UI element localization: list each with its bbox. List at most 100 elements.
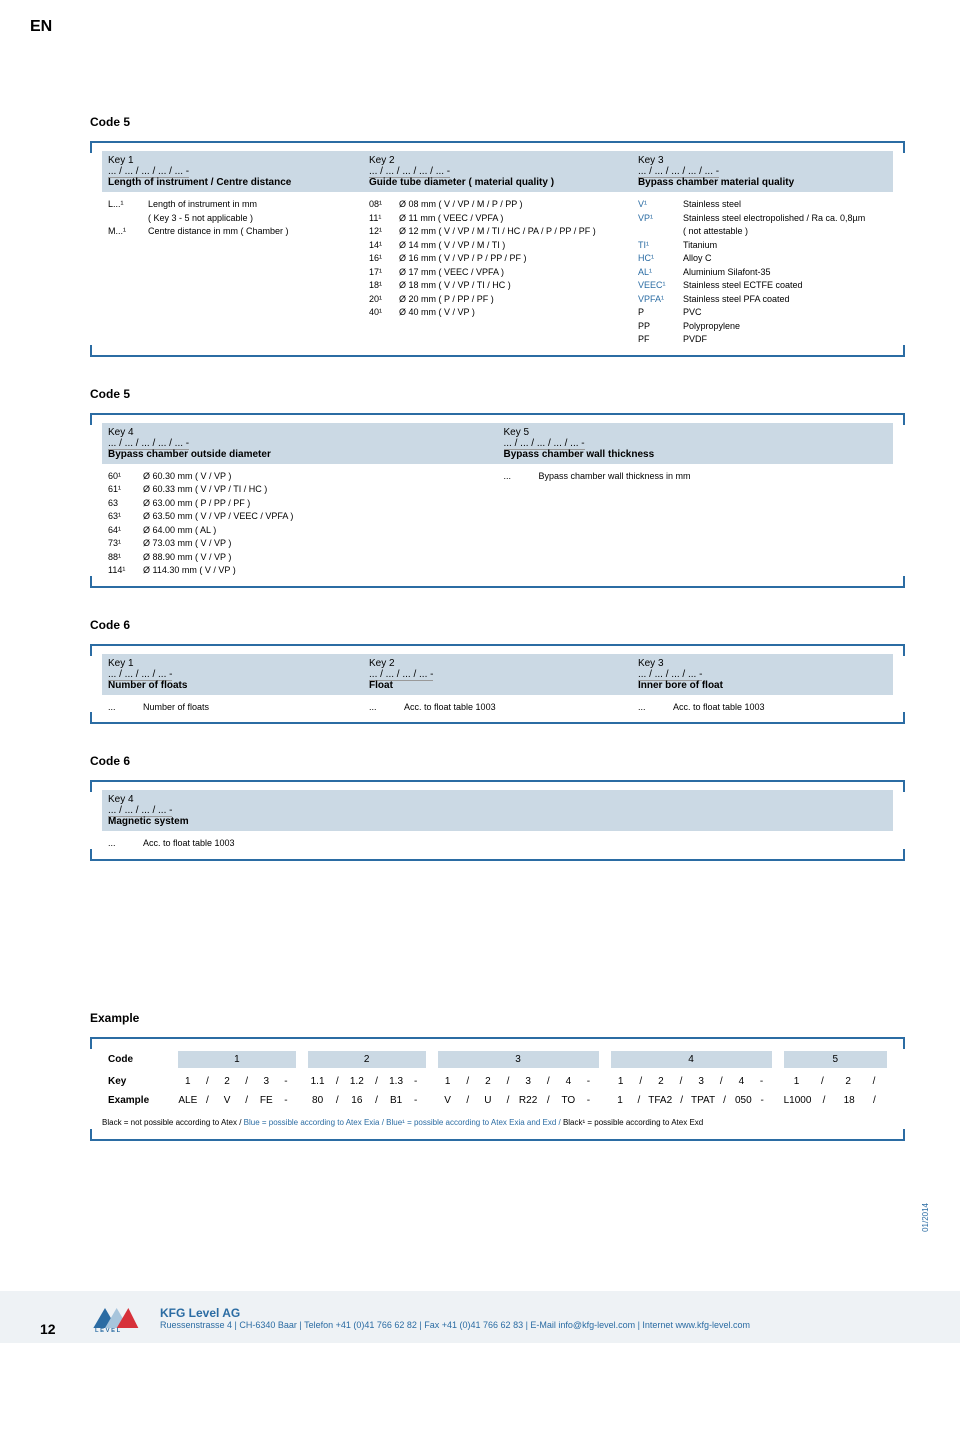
ex-token: 1 <box>438 1076 458 1087</box>
example-legend: Black = not possible according to Atex /… <box>102 1118 893 1127</box>
code: M...¹ <box>108 225 148 239</box>
ex-code-cell: 2 <box>308 1051 426 1068</box>
txt: Ø 18 mm ( V / VP / TI / HC ) <box>399 279 511 293</box>
code: PF <box>638 333 683 347</box>
ex-token: / <box>538 1076 558 1087</box>
page-number: 12 <box>40 1321 56 1337</box>
ex-token: 1.2 <box>347 1076 367 1087</box>
txt: ( not attestable ) <box>683 225 748 239</box>
ex-code-cell: 5 <box>784 1051 887 1068</box>
ex-token: U <box>478 1095 498 1106</box>
ex-label-code: Code <box>102 1054 172 1065</box>
ex-token: - <box>753 1095 772 1106</box>
ex-token: / <box>367 1076 387 1087</box>
txt: Ø 64.00 mm ( AL ) <box>143 524 216 538</box>
ex-token: 1 <box>784 1076 810 1087</box>
hdr-title: Magnetic system <box>108 816 887 827</box>
code: 40¹ <box>369 306 399 320</box>
ex-token: 4 <box>731 1076 751 1087</box>
code6b-block: Key 4... / ... / ... / ... -Magnetic sys… <box>90 780 905 861</box>
hdr: Key 4 <box>108 427 492 438</box>
code: 73¹ <box>108 537 143 551</box>
section-title-code5a: Code 5 <box>90 115 905 129</box>
txt: ( Key 3 - 5 not applicable ) <box>148 212 253 226</box>
ex-token: TFA2 <box>648 1095 672 1106</box>
ex-token: 2 <box>478 1076 498 1087</box>
ex-token: - <box>578 1095 598 1106</box>
ex-token: / <box>237 1076 257 1087</box>
hdr-path: ... / ... / ... / ... - <box>108 805 887 816</box>
ex-token: 4 <box>558 1076 578 1087</box>
hdr: Key 1 <box>108 155 357 166</box>
ex-token: 3 <box>691 1076 711 1087</box>
code <box>108 212 148 226</box>
ex-label-key: Key <box>102 1076 172 1087</box>
section-title-example: Example <box>90 1011 905 1025</box>
ex-token: 18 <box>837 1095 862 1106</box>
hdr-path: ... / ... / ... / ... - <box>108 669 357 680</box>
ex-token: 1.1 <box>308 1076 328 1087</box>
code: 17¹ <box>369 266 399 280</box>
code: 114¹ <box>108 564 143 578</box>
print-date: 01/2014 <box>921 1203 930 1232</box>
ex-token: / <box>631 1076 651 1087</box>
txt: Ø 11 mm ( VEEC / VPFA ) <box>399 212 503 226</box>
hdr: Key 5 <box>504 427 888 438</box>
section-title-code6b: Code 6 <box>90 754 905 768</box>
ex-token: 2 <box>217 1076 237 1087</box>
code: V¹ <box>638 198 683 212</box>
code: AL¹ <box>638 266 683 280</box>
hdr-title: Number of floats <box>108 680 357 691</box>
code: ... <box>638 701 673 715</box>
txt: Alloy C <box>683 252 712 266</box>
code: VEEC¹ <box>638 279 683 293</box>
section-title-code5b: Code 5 <box>90 387 905 401</box>
hdr: Key 1 <box>108 658 357 669</box>
txt: Ø 60.30 mm ( V / VP ) <box>143 470 231 484</box>
hdr: Key 4 <box>108 794 887 805</box>
code: 63¹ <box>108 510 143 524</box>
code5b-block: Key 4... / ... / ... / ... / ... -Bypass… <box>90 413 905 588</box>
txt: Aluminium Silafont-35 <box>683 266 771 280</box>
code: 63 <box>108 497 143 511</box>
hdr-path: ... / ... / ... / ... / ... - <box>108 438 492 449</box>
footer-company: KFG Level AG <box>160 1306 750 1320</box>
ex-token: / <box>498 1095 518 1106</box>
txt: Titanium <box>683 239 717 253</box>
svg-text:L E V E L: L E V E L <box>95 1328 121 1333</box>
ex-token: ALE <box>178 1095 198 1106</box>
txt: Length of instrument in mm <box>148 198 257 212</box>
txt: Stainless steel PFA coated <box>683 293 790 307</box>
hdr: Key 2 <box>369 155 626 166</box>
ex-token: FE <box>257 1095 277 1106</box>
code: 11¹ <box>369 212 399 226</box>
ex-token: / <box>538 1095 558 1106</box>
code: 64¹ <box>108 524 143 538</box>
hdr-title: Float <box>369 680 626 691</box>
txt: Polypropylene <box>683 320 740 334</box>
code: HC¹ <box>638 252 683 266</box>
code: VPFA¹ <box>638 293 683 307</box>
ex-code-cell: 4 <box>611 1051 772 1068</box>
hdr-title: Length of instrument / Centre distance <box>108 177 357 188</box>
hdr-path: ... / ... / ... / ... / ... - <box>108 166 357 177</box>
ex-token: / <box>498 1076 518 1087</box>
ex-code-cell: 1 <box>178 1051 296 1068</box>
hdr-title: Guide tube diameter ( material quality ) <box>369 177 626 188</box>
hdr-title: Bypass chamber outside diameter <box>108 449 492 460</box>
txt: Ø 16 mm ( V / VP / P / PP / PF ) <box>399 252 527 266</box>
ex-token: - <box>578 1076 598 1087</box>
txt: PVDF <box>683 333 707 347</box>
code: P <box>638 306 683 320</box>
txt: Bypass chamber wall thickness in mm <box>539 470 691 484</box>
ex-token: / <box>711 1076 731 1087</box>
code: 60¹ <box>108 470 143 484</box>
txt: Ø 73.03 mm ( V / VP ) <box>143 537 231 551</box>
example-block: Code 12345 Key 1/2/3-1.1/1.2/1.3-1/2/3/4… <box>90 1037 905 1141</box>
ex-token: V <box>438 1095 458 1106</box>
language-badge: EN <box>30 18 52 36</box>
txt: Ø 20 mm ( P / PP / PF ) <box>399 293 494 307</box>
code: PP <box>638 320 683 334</box>
ex-token: / <box>198 1076 218 1087</box>
ex-token: / <box>458 1095 478 1106</box>
